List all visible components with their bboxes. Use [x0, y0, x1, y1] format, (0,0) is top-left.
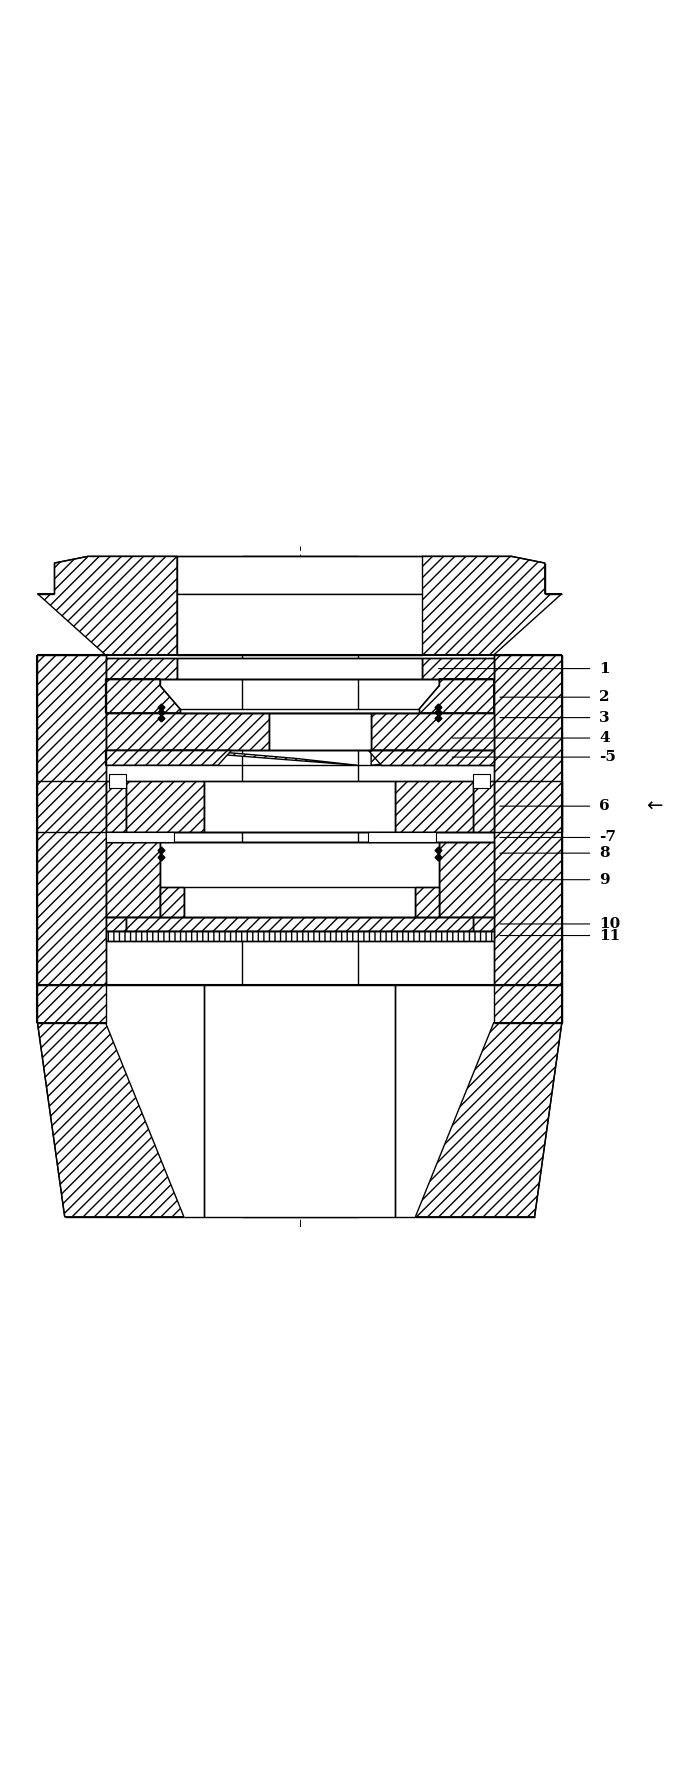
- Bar: [269, 713, 371, 750]
- Bar: [242, 557, 358, 1216]
- Text: 1: 1: [599, 661, 610, 676]
- Text: -5: -5: [599, 750, 616, 764]
- Bar: [126, 780, 204, 832]
- Bar: [395, 780, 473, 832]
- Bar: [106, 842, 160, 917]
- Text: 2: 2: [599, 690, 609, 704]
- Bar: [494, 654, 562, 986]
- Bar: [37, 654, 106, 986]
- Bar: [109, 775, 126, 787]
- Bar: [368, 832, 436, 842]
- Bar: [415, 886, 439, 917]
- Bar: [160, 842, 439, 917]
- Bar: [106, 931, 494, 941]
- Bar: [439, 842, 494, 917]
- Polygon shape: [371, 750, 432, 766]
- Bar: [473, 775, 490, 787]
- Polygon shape: [37, 557, 177, 654]
- Text: 6: 6: [599, 800, 610, 814]
- Bar: [184, 886, 415, 917]
- Polygon shape: [37, 1023, 184, 1216]
- Text: 9: 9: [599, 872, 610, 886]
- Text: 3: 3: [599, 711, 610, 725]
- Bar: [177, 557, 422, 594]
- Bar: [494, 780, 562, 832]
- Bar: [106, 780, 126, 832]
- Polygon shape: [106, 679, 180, 713]
- Text: -7: -7: [599, 830, 616, 844]
- Bar: [177, 594, 422, 654]
- Bar: [494, 986, 562, 1023]
- Bar: [473, 780, 494, 832]
- Text: 11: 11: [599, 929, 620, 943]
- Text: ←: ←: [646, 796, 662, 816]
- Bar: [204, 780, 395, 832]
- Bar: [473, 917, 494, 931]
- Bar: [106, 832, 174, 842]
- Bar: [37, 780, 106, 832]
- Bar: [106, 917, 126, 931]
- Bar: [106, 713, 269, 750]
- Bar: [204, 986, 395, 1216]
- Text: 8: 8: [599, 846, 610, 860]
- Bar: [126, 917, 473, 931]
- Bar: [160, 886, 184, 917]
- Bar: [422, 658, 494, 679]
- Bar: [180, 709, 419, 713]
- Polygon shape: [106, 750, 232, 766]
- Bar: [371, 713, 494, 750]
- Polygon shape: [167, 750, 358, 766]
- Polygon shape: [422, 557, 562, 654]
- Text: 4: 4: [599, 730, 610, 745]
- Bar: [177, 658, 422, 679]
- Polygon shape: [415, 1023, 562, 1216]
- Bar: [106, 658, 177, 679]
- Text: 10: 10: [599, 917, 620, 931]
- Polygon shape: [368, 750, 494, 766]
- Bar: [37, 986, 106, 1023]
- Polygon shape: [419, 679, 494, 713]
